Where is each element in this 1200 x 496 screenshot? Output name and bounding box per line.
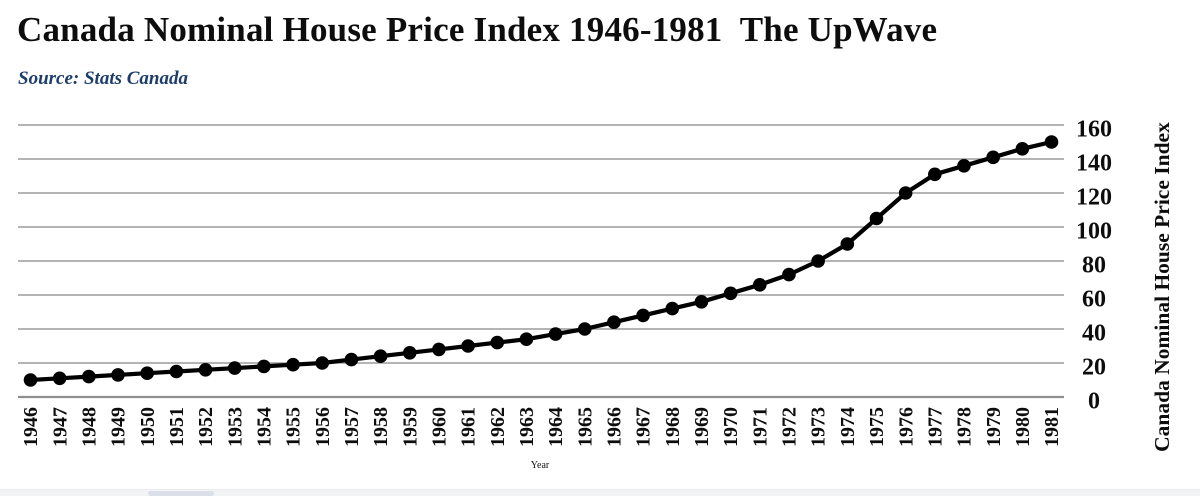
x-tick-label: 1966 bbox=[604, 407, 626, 447]
x-tick-label: 1948 bbox=[78, 407, 100, 447]
data-point-1975 bbox=[869, 211, 884, 226]
data-point-1970 bbox=[723, 286, 738, 301]
y-axis-label: Canada Nominal House Price Index bbox=[1150, 122, 1174, 452]
x-tick-label: 1961 bbox=[458, 407, 480, 447]
x-tick-label: 1975 bbox=[866, 407, 888, 447]
y-tick-label: 20 bbox=[1082, 354, 1106, 380]
data-point-1948 bbox=[82, 369, 96, 384]
data-point-1958 bbox=[373, 349, 388, 363]
x-tick-label: 1971 bbox=[749, 407, 771, 447]
x-tick-label: 1958 bbox=[370, 407, 392, 447]
x-tick-label: 1947 bbox=[49, 407, 71, 447]
data-point-1979 bbox=[986, 150, 1000, 165]
x-tick-label: 1972 bbox=[779, 407, 801, 447]
y-tick-label: 100 bbox=[1076, 218, 1112, 244]
data-point-1952 bbox=[198, 363, 213, 377]
data-point-1971 bbox=[752, 278, 767, 292]
x-tick-label: 1962 bbox=[487, 407, 509, 447]
data-point-1956 bbox=[315, 356, 330, 370]
data-point-1954 bbox=[257, 359, 271, 374]
data-point-1951 bbox=[169, 364, 184, 379]
house-price-line-chart: 0 20 40 60 80 100 120 140 160 1946 1947 1948 1949 195… bbox=[18, 116, 1174, 471]
x-tick-label: 1960 bbox=[429, 407, 451, 447]
data-point-1964 bbox=[548, 327, 563, 341]
horizontal-scrollbar-track[interactable] bbox=[0, 489, 1200, 496]
x-tick-label: 1969 bbox=[691, 407, 713, 447]
x-tick-label: 1946 bbox=[20, 407, 42, 447]
x-tick-label: 1963 bbox=[516, 407, 538, 447]
x-tick-label: 1965 bbox=[574, 407, 596, 447]
x-tick-label: 1954 bbox=[253, 407, 275, 447]
x-tick-label: 1976 bbox=[895, 407, 917, 447]
x-tick-label: 1953 bbox=[224, 407, 246, 447]
data-point-1981 bbox=[1044, 135, 1059, 149]
data-point-1966 bbox=[607, 315, 621, 329]
data-point-1957 bbox=[344, 352, 359, 367]
y-tick-label: 80 bbox=[1082, 252, 1106, 278]
x-tick-label: 1970 bbox=[720, 407, 742, 447]
y-tick-label: 120 bbox=[1076, 184, 1112, 210]
data-point-1950 bbox=[140, 366, 154, 381]
x-tick-label: 1952 bbox=[195, 407, 217, 447]
x-tick-label: 1968 bbox=[662, 407, 684, 447]
data-point-1961 bbox=[461, 339, 475, 353]
data-point-1969 bbox=[694, 295, 709, 309]
data-point-1972 bbox=[782, 267, 796, 282]
y-tick-label: 40 bbox=[1082, 320, 1106, 346]
x-tick-label: 1951 bbox=[166, 407, 188, 447]
x-axis-label: Year bbox=[531, 460, 550, 471]
data-point-1980 bbox=[1015, 142, 1030, 156]
data-point-1963 bbox=[519, 332, 534, 346]
data-point-1962 bbox=[490, 335, 505, 350]
data-point-1953 bbox=[227, 361, 242, 375]
x-tick-label: 1981 bbox=[1041, 407, 1063, 447]
x-tick-label: 1979 bbox=[983, 407, 1005, 447]
x-tick-label: 1980 bbox=[1012, 407, 1034, 447]
x-tick-label: 1956 bbox=[312, 407, 334, 447]
x-tick-label: 1978 bbox=[954, 407, 976, 447]
x-tick-label: 1973 bbox=[808, 407, 830, 447]
y-tick-label: 0 bbox=[1088, 388, 1100, 414]
x-tick-label: 1977 bbox=[924, 407, 946, 447]
y-tick-label: 60 bbox=[1082, 286, 1106, 312]
horizontal-scrollbar-thumb[interactable] bbox=[148, 491, 214, 496]
x-tick-label: 1974 bbox=[837, 407, 859, 447]
x-tick-label: 1950 bbox=[137, 407, 159, 447]
data-point-1968 bbox=[665, 301, 680, 316]
x-tick-label: 1964 bbox=[545, 407, 567, 447]
y-tick-label: 140 bbox=[1076, 150, 1112, 176]
source-note: Source: Stats Canada bbox=[18, 68, 188, 89]
data-point-1960 bbox=[432, 342, 446, 357]
chart-title: Canada Nominal House Price Index 1946-19… bbox=[17, 10, 938, 49]
data-point-1978 bbox=[957, 159, 971, 173]
data-point-1955 bbox=[286, 357, 300, 372]
data-point-1949 bbox=[111, 368, 125, 382]
data-point-1976 bbox=[898, 186, 913, 200]
data-point-1947 bbox=[52, 371, 67, 386]
x-tick-label: 1967 bbox=[633, 407, 655, 447]
data-point-1959 bbox=[402, 346, 417, 360]
data-point-1967 bbox=[636, 308, 650, 323]
y-tick-label: 160 bbox=[1076, 116, 1112, 142]
x-tick-label: 1957 bbox=[341, 407, 363, 447]
x-tick-label: 1949 bbox=[108, 407, 130, 447]
x-tick-label: 1955 bbox=[283, 407, 305, 447]
x-tick-label: 1959 bbox=[399, 407, 421, 447]
data-point-1946 bbox=[23, 373, 38, 387]
data-point-1965 bbox=[577, 322, 592, 336]
data-point-1974 bbox=[840, 237, 855, 251]
data-point-1977 bbox=[928, 167, 942, 182]
data-point-1973 bbox=[811, 254, 825, 268]
